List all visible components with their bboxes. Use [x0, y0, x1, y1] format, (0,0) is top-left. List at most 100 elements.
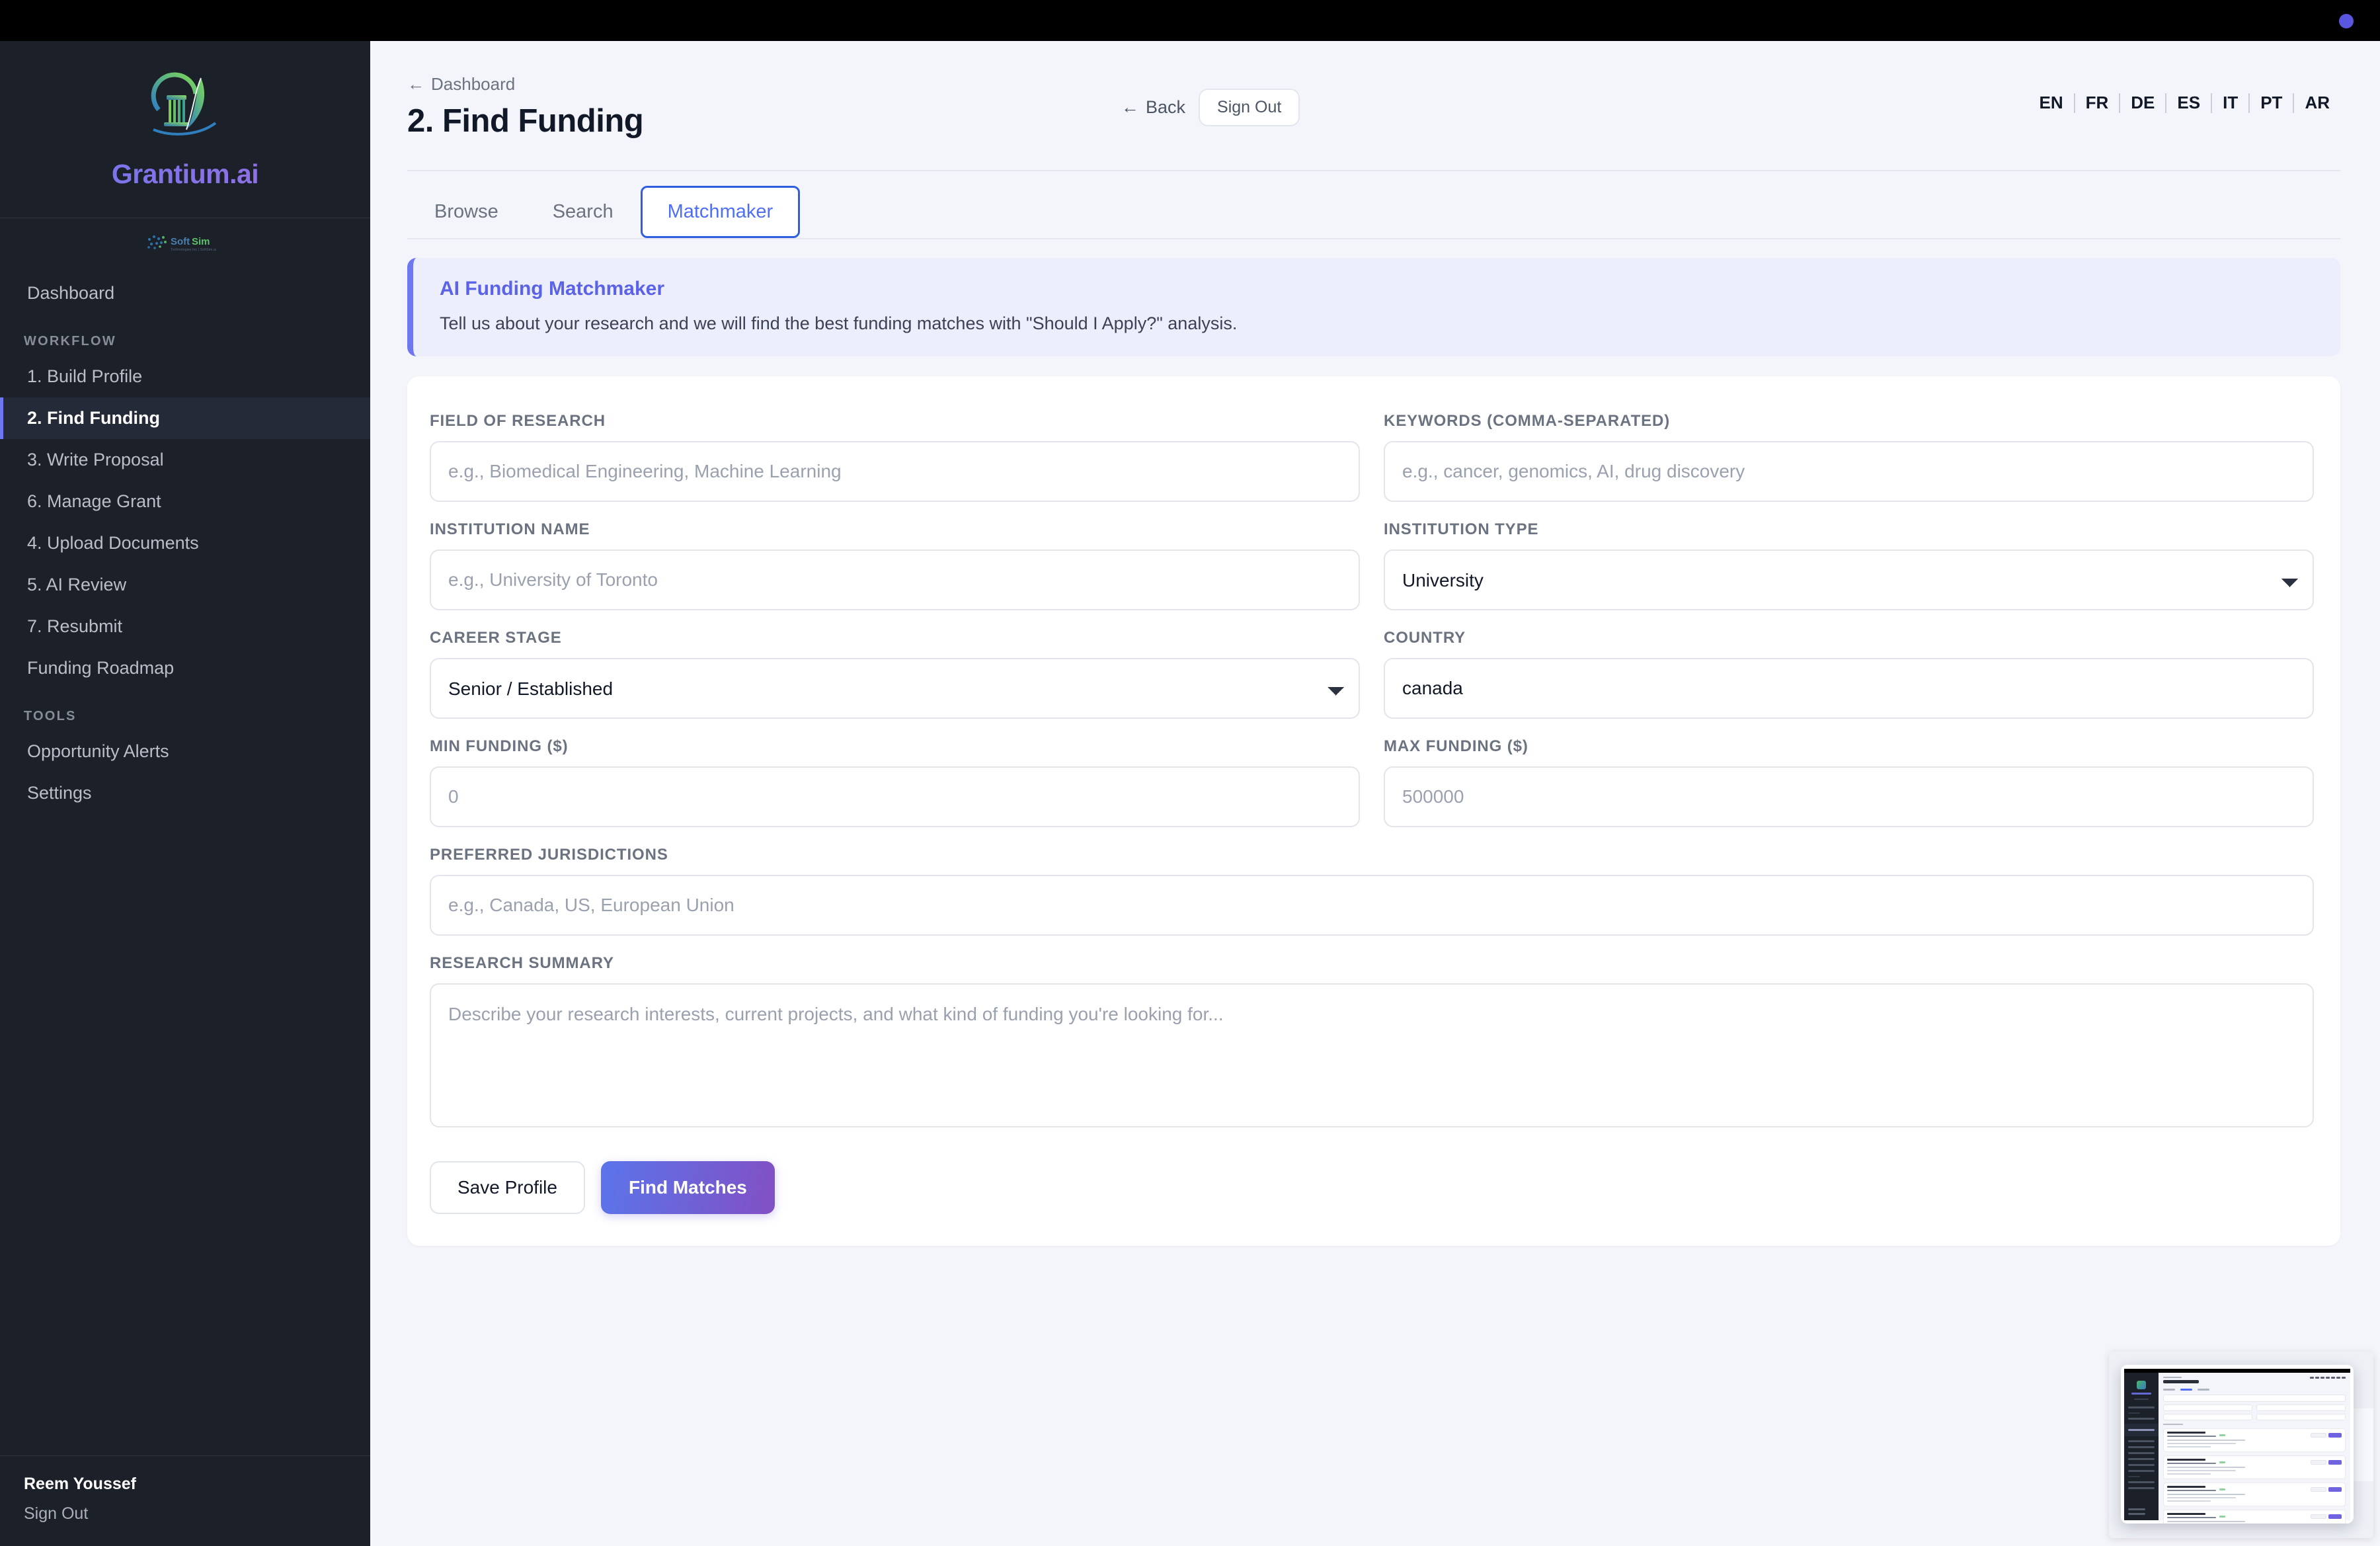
field-institution-type: INSTITUTION TYPE University: [1384, 511, 2314, 620]
preview-check-eligibility-button: [2311, 1514, 2326, 1519]
preview-filter-statuses: [2256, 1414, 2346, 1420]
lang-separator: [2119, 93, 2121, 113]
sidebar-item-dashboard[interactable]: Dashboard: [27, 283, 115, 303]
label-keywords: KEYWORDS (COMMA-SEPARATED): [1384, 412, 1671, 430]
preview-lang: [2336, 1377, 2340, 1379]
min-funding-input[interactable]: [430, 766, 1360, 827]
preview-status-badge: [2219, 1461, 2225, 1463]
sidebar-item-opportunity-alerts[interactable]: Opportunity Alerts: [27, 741, 169, 761]
career-stage-select[interactable]: Senior / Established: [430, 658, 1360, 719]
lang-separator: [2211, 93, 2213, 113]
field-country: COUNTRY: [1384, 620, 2314, 728]
sidebar-item-settings[interactable]: Settings: [27, 783, 92, 803]
header-actions: ← Back Sign Out: [1121, 89, 1300, 126]
brand-block: Grantium.ai: [0, 41, 370, 190]
preview-result-desc: [2167, 1494, 2245, 1495]
preview-logo-icon: [2137, 1381, 2146, 1389]
sidebar-item-ai-review[interactable]: 5. AI Review: [27, 575, 127, 594]
preview-nav-section: [2128, 1476, 2140, 1477]
sidebar-item-build-profile[interactable]: 1. Build Profile: [27, 366, 143, 386]
back-label: Back: [1146, 97, 1186, 117]
institution-name-input[interactable]: [430, 549, 1360, 610]
field-min-funding: MIN FUNDING ($): [430, 728, 1360, 836]
sidebar-item-manage-grant[interactable]: 6. Manage Grant: [27, 491, 161, 511]
lang-it[interactable]: IT: [2223, 93, 2239, 112]
preview-tab-browse: [2163, 1389, 2175, 1391]
sidebar-item-funding-roadmap[interactable]: Funding Roadmap: [27, 658, 175, 678]
preview-result-funder: [2167, 1436, 2216, 1437]
tab-matchmaker[interactable]: Matchmaker: [640, 186, 801, 238]
preview-result-desc: [2167, 1440, 2245, 1441]
brand-name: Grantium.ai: [0, 159, 370, 190]
preview-result-meta: [2167, 1470, 2236, 1471]
back-button[interactable]: ← Back: [1121, 97, 1185, 118]
lang-en[interactable]: EN: [2039, 93, 2063, 112]
label-min-funding: MIN FUNDING ($): [430, 737, 569, 755]
sidebar-signout-link[interactable]: Sign Out: [24, 1504, 89, 1523]
preview-nav-item: [2128, 1406, 2155, 1408]
tab-search[interactable]: Search: [552, 201, 614, 222]
sidebar-section-tools: TOOLS: [24, 709, 77, 723]
tab-browse[interactable]: Browse: [434, 201, 498, 222]
find-matches-button[interactable]: Find Matches: [600, 1161, 775, 1214]
lang-es[interactable]: ES: [2177, 93, 2201, 112]
preview-nav-item: [2128, 1440, 2155, 1442]
preview-result-title: [2167, 1513, 2205, 1515]
sidebar-item-upload-documents[interactable]: 4. Upload Documents: [27, 533, 199, 553]
lang-pt[interactable]: PT: [2260, 93, 2283, 112]
lang-separator: [2248, 93, 2250, 113]
label-institution-name: INSTITUTION NAME: [430, 520, 590, 538]
institution-type-select[interactable]: University: [1384, 549, 2314, 610]
preview-sidebar: [2124, 1373, 2159, 1520]
main-content: ← Dashboard 2. Find Funding ← Back Sign …: [370, 41, 2380, 1546]
field-keywords: KEYWORDS (COMMA-SEPARATED): [1384, 403, 2314, 511]
keywords-input[interactable]: [1384, 441, 2314, 502]
preview-apply-button: [2328, 1487, 2342, 1492]
preview-check-eligibility-button: [2311, 1487, 2326, 1492]
sidebar-item-write-proposal[interactable]: 3. Write Proposal: [27, 450, 164, 469]
preview-result-meta: [2167, 1497, 2236, 1498]
lang-fr[interactable]: FR: [2085, 93, 2109, 112]
preview-filter-career-stages: [2163, 1414, 2252, 1420]
svg-text:Sim: Sim: [192, 236, 210, 247]
preview-filter-row: [2163, 1414, 2346, 1420]
preview-result-funder: [2167, 1463, 2216, 1464]
preview-lang: [2326, 1377, 2330, 1379]
research-summary-textarea[interactable]: [430, 983, 2314, 1127]
label-career-stage: CAREER STAGE: [430, 629, 562, 647]
lang-ar[interactable]: AR: [2305, 93, 2330, 112]
sidebar-item-resubmit[interactable]: 7. Resubmit: [27, 616, 123, 636]
preview-partner: [2134, 1399, 2149, 1400]
lang-de[interactable]: DE: [2131, 93, 2155, 112]
svg-text:Technologies Inc | SoftSim.ai: Technologies Inc | SoftSim.ai: [171, 248, 216, 252]
preview-result-desc: [2167, 1467, 2245, 1468]
field-of-research-input[interactable]: [430, 441, 1360, 502]
max-funding-input[interactable]: [1384, 766, 2314, 827]
preview-nav-section: [2128, 1412, 2140, 1414]
browser-topbar: [0, 0, 2380, 41]
page-header: ← Dashboard 2. Find Funding ← Back Sign …: [407, 74, 2340, 140]
sidebar-item-find-funding[interactable]: 2. Find Funding: [0, 397, 370, 439]
preview-nav-item: [2128, 1429, 2155, 1431]
preview-result-card: [2163, 1510, 2346, 1524]
signout-button[interactable]: Sign Out: [1199, 89, 1300, 126]
preview-lang: [2331, 1377, 2335, 1379]
field-institution-name: INSTITUTION NAME: [430, 511, 1360, 620]
field-career-stage: CAREER STAGE Senior / Established: [430, 620, 1360, 728]
form-actions: Save Profile Find Matches: [430, 1161, 2314, 1214]
preview-tab-matchmaker: [2198, 1389, 2209, 1391]
breadcrumb[interactable]: ← Dashboard: [407, 74, 515, 95]
country-input[interactable]: [1384, 658, 2314, 719]
save-profile-button[interactable]: Save Profile: [430, 1161, 585, 1214]
user-name: Reem Youssef: [24, 1475, 136, 1493]
preview-breadcrumb: [2163, 1377, 2182, 1378]
preferred-jurisdictions-input[interactable]: [430, 875, 2314, 936]
sidebar: Grantium.ai Soft Sim Technologies Inc | …: [0, 41, 370, 1546]
preview-lang: [2342, 1377, 2346, 1379]
screenshot-preview-thumbnail[interactable]: [2109, 1352, 2373, 1538]
preview-result-card: [2163, 1455, 2346, 1479]
preview-title: [2163, 1380, 2199, 1383]
preview-result-eligibility: [2167, 1500, 2211, 1502]
language-switcher: EN FR DE ES IT PT AR: [2028, 93, 2340, 113]
